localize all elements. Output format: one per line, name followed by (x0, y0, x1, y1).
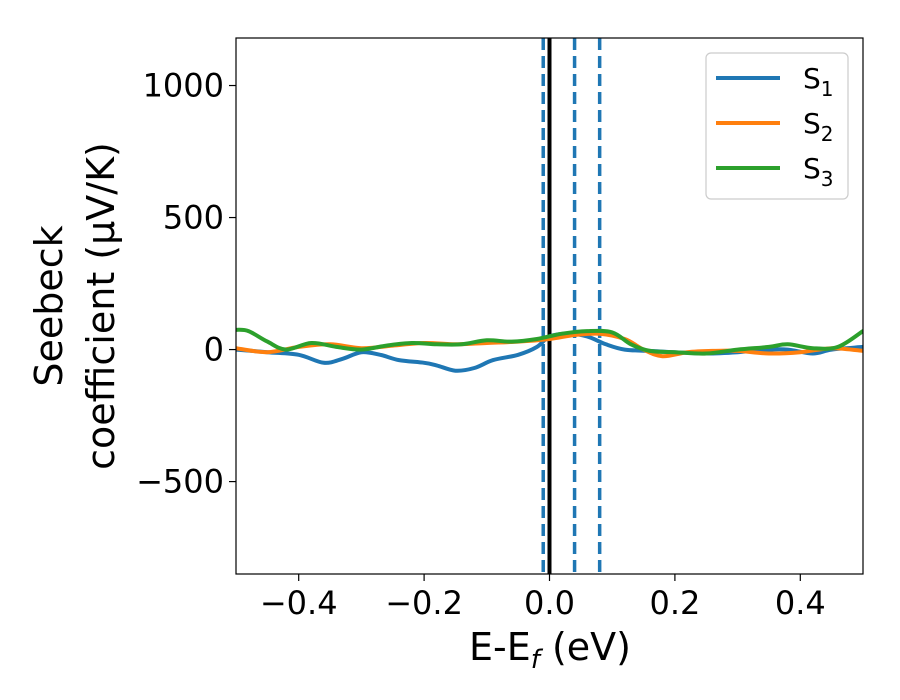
y-tick-label: 1000 (143, 67, 224, 105)
legend-label-s3: S3 (803, 152, 834, 191)
x-tick-label: 0.2 (649, 584, 700, 622)
y-tick-label: 500 (163, 199, 224, 237)
reference-lines (541, 38, 602, 574)
series-layer (236, 327, 863, 373)
legend: S1 S2 S3 (705, 52, 849, 200)
y-axis-label-line2: coefficient (μV/K) (79, 142, 123, 470)
y-axis: 1000 500 0 −500 (136, 67, 236, 501)
y-axis-label: Seebeck coefficient (μV/K) (27, 142, 123, 470)
legend-frame (705, 52, 849, 200)
legend-label-s2: S2 (803, 107, 834, 146)
legend-label-s1: S1 (803, 62, 834, 101)
x-axis: −0.4 −0.2 0.0 0.2 0.4 (260, 574, 826, 622)
x-tick-label: 0.0 (524, 584, 575, 622)
y-axis-label-line1: Seebeck (27, 225, 71, 386)
y-tick-label: 0 (204, 331, 224, 369)
x-tick-label: −0.2 (385, 584, 463, 622)
x-tick-label: −0.4 (260, 584, 338, 622)
x-tick-label: 0.4 (775, 584, 826, 622)
y-tick-label: −500 (136, 463, 224, 501)
x-axis-label: E-Ef (eV) (469, 625, 631, 675)
series-line-s3 (236, 327, 863, 356)
